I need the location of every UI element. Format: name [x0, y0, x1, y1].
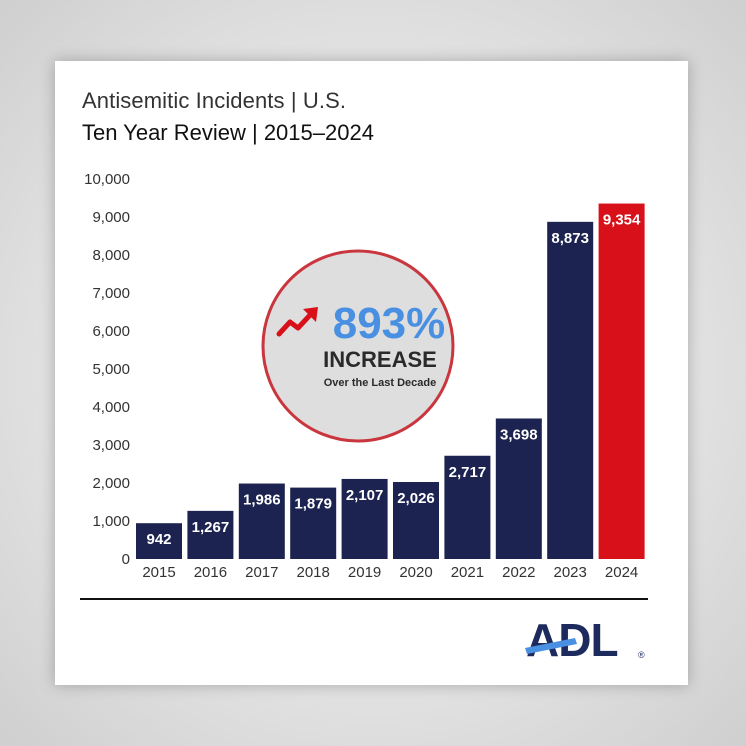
adl-logo: ADL ®: [525, 614, 645, 666]
x-tick-label: 2020: [399, 564, 432, 581]
y-tick-label: 1,000: [92, 513, 130, 530]
bar-2019: [341, 478, 388, 559]
y-tick-label: 7,000: [92, 285, 130, 302]
x-tick-label: 2016: [194, 564, 227, 581]
divider: [80, 598, 648, 600]
data-label-2015: 942: [146, 531, 171, 548]
trend-arrow-icon: [276, 307, 318, 337]
y-tick-label: 6,000: [92, 323, 130, 340]
bar-2021: [444, 455, 491, 559]
x-tick-label: 2023: [554, 564, 587, 581]
y-tick-label: 9,000: [92, 209, 130, 226]
bar-2022: [495, 418, 542, 559]
data-label-2018: 1,879: [294, 496, 332, 513]
bar-2020: [393, 482, 439, 559]
bars: 942 1,267 1,986 1,879 2,107 2,026 2,717 3,698 8,…: [136, 203, 645, 560]
logo-swoosh-icon: [525, 638, 577, 654]
data-label-2017: 1,986: [243, 492, 281, 509]
callout-caption: Over the Last Decade: [324, 377, 437, 389]
increase-callout: 893% INCREASE Over the Last Decade: [261, 249, 455, 443]
data-label-2023: 8,873: [551, 230, 589, 247]
y-tick-label: 4,000: [92, 399, 130, 416]
y-axis: 0 1,000 2,000 3,000 4,000 5,000 6,000 7,000 8,00…: [84, 171, 130, 568]
chart-subtitle: Ten Year Review | 2015–2024: [82, 120, 374, 145]
y-tick-label: 0: [122, 551, 130, 568]
x-tick-label: 2017: [245, 564, 278, 581]
bar-2016: [187, 510, 234, 559]
x-tick-label: 2021: [451, 564, 484, 581]
registered-mark: ®: [638, 650, 645, 660]
bar-2015: [136, 523, 182, 559]
y-tick-label: 5,000: [92, 361, 130, 378]
data-label-2022: 3,698: [500, 426, 538, 443]
bar-2017: [238, 483, 285, 559]
x-axis: 2015 2016 2017 2018 2019 2020 2021 2022 2023 2024: [142, 564, 638, 581]
data-label-2021: 2,717: [449, 464, 487, 481]
bar-2018: [290, 487, 337, 559]
callout-percent: 893%: [333, 299, 446, 348]
x-tick-label: 2024: [605, 564, 638, 581]
data-label-2024: 9,354: [603, 212, 641, 229]
chart-title: Antisemitic Incidents | U.S.: [82, 88, 347, 113]
y-tick-label: 3,000: [92, 437, 130, 454]
callout-word: INCREASE: [323, 347, 437, 372]
bar-2024: [598, 203, 645, 559]
x-tick-label: 2015: [142, 564, 175, 581]
callout-circle: [261, 249, 455, 443]
y-tick-label: 2,000: [92, 475, 130, 492]
x-tick-label: 2022: [502, 564, 535, 581]
x-tick-label: 2019: [348, 564, 381, 581]
x-tick-label: 2018: [297, 564, 330, 581]
y-tick-label: 10,000: [84, 171, 130, 188]
data-label-2016: 1,267: [192, 519, 230, 536]
bar-2023: [547, 221, 594, 560]
data-label-2019: 2,107: [346, 487, 384, 504]
data-label-2020: 2,026: [397, 490, 435, 507]
y-tick-label: 8,000: [92, 247, 130, 264]
